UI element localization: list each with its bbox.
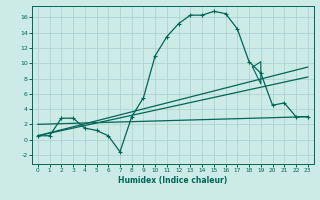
X-axis label: Humidex (Indice chaleur): Humidex (Indice chaleur)	[118, 176, 228, 185]
